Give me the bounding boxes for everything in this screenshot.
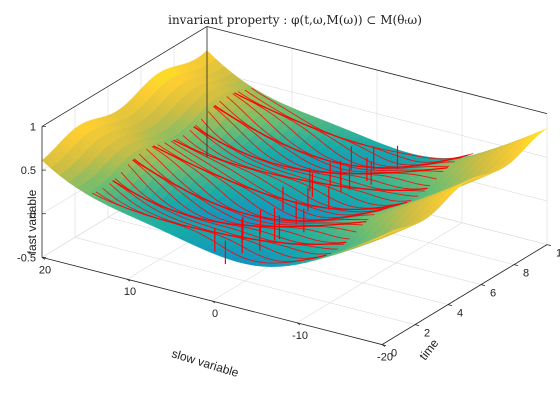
trajectory-line-13 [133, 158, 367, 226]
trajectory-line-4 [112, 180, 339, 250]
trajectory-line-1 [95, 191, 326, 262]
x-tick-label: 0 [212, 308, 218, 320]
y-tick-mark-2 [447, 304, 453, 306]
grid-line-12 [74, 237, 416, 325]
y-tick-label: 6 [490, 288, 496, 300]
trajectory-line-6 [112, 180, 347, 246]
z-tick-label: 1 [30, 121, 36, 133]
y-tick-label: 8 [523, 268, 529, 280]
y-tick-mark-4 [513, 264, 519, 266]
trajectory-line-29 [193, 126, 419, 197]
x-tick-mark-3 [126, 278, 131, 282]
trajectory-line-20 [157, 144, 387, 219]
z-axis-label: fast variable [25, 189, 39, 254]
trajectory-line-22 [170, 140, 393, 213]
y-tick-mark-1 [414, 324, 420, 326]
grid-line-2 [296, 222, 463, 324]
z-tick-label: 0 [30, 209, 36, 221]
x-tick-label: -20 [377, 352, 393, 364]
y-axis-line [381, 244, 548, 345]
chart-title: invariant property : φ(t,ω,M(ω)) ⊂ M(θₜω… [168, 13, 422, 27]
trajectory-layer [92, 87, 474, 265]
y-tick-mark-0 [381, 344, 387, 346]
z-tick-label: -0.5 [17, 252, 36, 264]
x-tick-label: 10 [124, 286, 136, 298]
trajectory-line-32 [195, 124, 428, 192]
y-tick-label: 4 [457, 308, 463, 320]
trajectory-line-26 [176, 138, 407, 209]
surface-layer [41, 50, 548, 268]
trajectory-line-45 [237, 91, 468, 166]
x-tick-mark-1 [296, 322, 301, 326]
y-axis-label: time [416, 336, 441, 363]
y-tick-label: 10 [556, 248, 560, 260]
y-tick-mark-5 [546, 244, 552, 246]
z-tick-label: 0.5 [21, 165, 36, 177]
box-edge-top-left [41, 26, 208, 127]
y-tick-label: 0 [391, 348, 397, 360]
trajectory-line-46 [244, 89, 469, 163]
y-tick-mark-3 [480, 284, 486, 286]
y-tick-label: 2 [424, 328, 430, 340]
trajectory-line-10 [132, 159, 357, 233]
x-tick-label: 20 [39, 264, 51, 276]
trajectory-line-7 [114, 178, 347, 246]
trajectory-line-35 [213, 106, 437, 180]
x-tick-mark-2 [211, 300, 216, 304]
grid-line-27 [206, 69, 548, 158]
box-edge-top-back [206, 26, 548, 115]
x-axis-label: slow variable [170, 346, 241, 380]
tick-labels: -20 -10 0 10 20 0 2 4 6 8 10 -0.5 0 0.5 1 [17, 121, 560, 363]
surface-patch-2399 [41, 157, 54, 169]
x-tick-label: -10 [292, 330, 308, 342]
trajectory-line-47 [251, 87, 474, 160]
